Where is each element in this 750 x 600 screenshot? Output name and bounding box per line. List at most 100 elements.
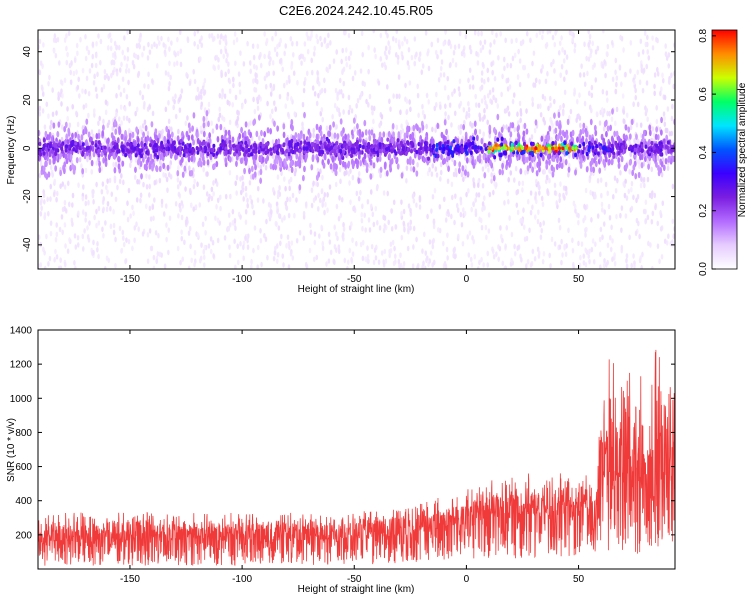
spectral-cell bbox=[170, 131, 174, 138]
spectral-cell bbox=[126, 141, 130, 147]
spectral-cell bbox=[548, 159, 551, 166]
spectral-cell bbox=[509, 62, 513, 69]
spectral-cell bbox=[460, 146, 464, 151]
spectral-cell bbox=[628, 159, 632, 166]
spectral-cell bbox=[115, 71, 119, 77]
spectral-cell bbox=[343, 257, 347, 264]
spectral-cell bbox=[642, 129, 646, 137]
spectral-cell bbox=[405, 140, 409, 145]
spectral-cell bbox=[210, 186, 214, 193]
spectral-cell bbox=[65, 59, 69, 66]
spectral-cell bbox=[617, 162, 621, 169]
spectral-cell bbox=[526, 165, 530, 172]
spectral-cell bbox=[245, 149, 249, 154]
spectral-cell bbox=[289, 251, 293, 257]
spectral-cell bbox=[492, 175, 496, 182]
spectral-cell bbox=[490, 172, 493, 178]
spectral-cell bbox=[301, 174, 305, 182]
spectral-cell bbox=[660, 86, 663, 92]
spectral-cell bbox=[316, 138, 320, 146]
spectral-cell bbox=[43, 171, 47, 178]
spectral-cell bbox=[291, 255, 295, 261]
spectral-cell bbox=[218, 39, 222, 46]
spectral-cell bbox=[499, 31, 502, 37]
colorbar-label: Normalized spectral amplitude bbox=[737, 82, 748, 217]
spectral-cell bbox=[202, 130, 206, 138]
spectral-cell bbox=[652, 155, 656, 162]
spectral-peak-cell bbox=[487, 146, 491, 151]
spectral-cell bbox=[57, 95, 60, 102]
spectral-cell bbox=[479, 40, 482, 46]
spectral-cell bbox=[339, 212, 343, 219]
spectral-cell bbox=[558, 129, 562, 136]
spectral-cell bbox=[293, 111, 297, 117]
spectral-cell bbox=[204, 229, 207, 236]
spectral-cell bbox=[284, 160, 287, 167]
spectral-cell bbox=[541, 34, 544, 41]
spectral-cell bbox=[395, 156, 399, 164]
spectral-cell bbox=[608, 110, 611, 117]
spectral-cell bbox=[407, 226, 410, 233]
spectral-cell bbox=[124, 257, 128, 264]
spectral-cell bbox=[263, 75, 267, 82]
spectral-cell bbox=[84, 211, 88, 218]
spectral-cell bbox=[97, 153, 101, 158]
spectral-peak-cell bbox=[547, 146, 551, 151]
spectral-cell bbox=[357, 153, 361, 160]
spectral-cell bbox=[594, 129, 598, 137]
spectral-cell bbox=[442, 146, 446, 152]
spectral-cell bbox=[144, 145, 148, 150]
spectral-cell bbox=[538, 103, 542, 109]
spectral-cell bbox=[444, 217, 448, 223]
spectral-cell bbox=[627, 188, 631, 195]
spectral-cell bbox=[341, 93, 345, 99]
spectral-cell bbox=[543, 95, 547, 102]
spectral-cell bbox=[540, 227, 544, 234]
spectral-cell bbox=[164, 70, 168, 76]
spectral-cell bbox=[192, 183, 196, 190]
spectral-cell bbox=[67, 201, 71, 208]
spectral-cell bbox=[552, 98, 556, 105]
spectral-cell bbox=[460, 221, 464, 228]
spectral-cell bbox=[501, 260, 505, 267]
spectral-cell bbox=[139, 192, 143, 198]
spectral-cell bbox=[388, 252, 391, 259]
spectral-cell bbox=[81, 152, 85, 157]
spectral-cell bbox=[481, 201, 485, 207]
spectral-cell bbox=[454, 167, 458, 174]
spectral-cell bbox=[475, 192, 478, 198]
spectral-cell bbox=[70, 142, 74, 148]
spectral-cell bbox=[650, 140, 654, 146]
spectral-cell bbox=[514, 165, 518, 172]
spectral-cell bbox=[593, 124, 597, 132]
spectral-cell bbox=[78, 156, 82, 163]
spectral-cell bbox=[274, 138, 278, 146]
spectral-cell bbox=[533, 163, 537, 170]
spectral-cell bbox=[188, 165, 191, 171]
spectral-cell bbox=[240, 126, 243, 134]
spectral-cell bbox=[228, 78, 232, 85]
spectral-cell bbox=[136, 143, 140, 148]
spectral-cell bbox=[321, 245, 325, 252]
spectral-cell bbox=[545, 41, 549, 48]
spectral-cell bbox=[522, 141, 526, 147]
spectral-cell bbox=[273, 159, 277, 166]
spectral-cell bbox=[383, 50, 387, 56]
spectral-cell bbox=[436, 37, 440, 44]
spectral-cell bbox=[155, 148, 159, 153]
spectral-cell bbox=[555, 30, 558, 34]
spectral-cell bbox=[482, 262, 485, 268]
spectral-cell bbox=[624, 124, 628, 131]
spectral-cell bbox=[172, 104, 175, 111]
spectral-cell bbox=[532, 50, 536, 57]
spectral-cell bbox=[577, 212, 580, 219]
spectral-cell bbox=[97, 155, 101, 163]
spectral-cell bbox=[656, 71, 660, 77]
spectral-cell bbox=[567, 227, 570, 234]
spectral-cell bbox=[95, 40, 98, 47]
spectral-cell bbox=[210, 120, 213, 126]
spectral-cell bbox=[222, 53, 226, 60]
spectral-cell bbox=[415, 202, 418, 208]
spectral-cell bbox=[199, 56, 202, 62]
spectral-cell bbox=[397, 149, 401, 154]
